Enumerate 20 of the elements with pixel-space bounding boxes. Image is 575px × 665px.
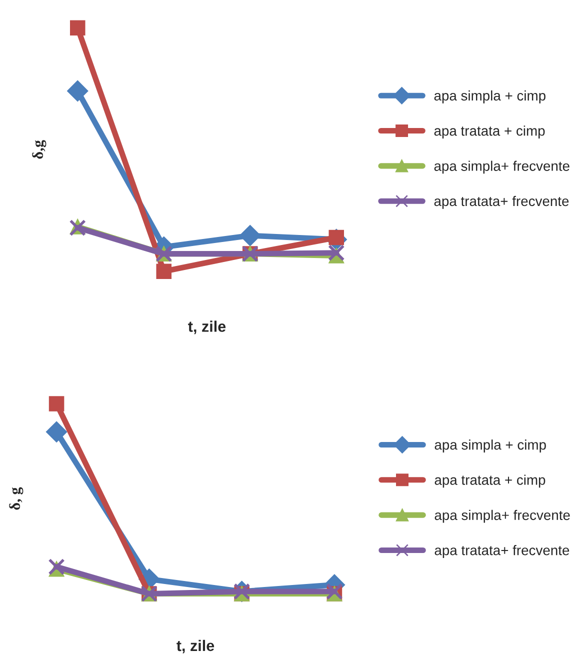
point [67, 80, 88, 102]
x-axis-title: t, zile [188, 320, 226, 334]
point [156, 264, 172, 279]
point [48, 396, 64, 412]
legend-label: apa simpla + cimp [434, 440, 546, 452]
point [70, 20, 86, 36]
point [240, 225, 261, 246]
legend-label: apa tratata+ frecvente [434, 545, 570, 558]
legend-label: apa tratata+ frecvente [434, 196, 569, 209]
legend-label: apa tratata + cimp [434, 474, 546, 488]
legend-label: apa tratata + cimp [434, 126, 545, 139]
point [46, 421, 68, 442]
legend-label: apa simpla + cimp [434, 90, 546, 104]
y-axis-title: δ,g [32, 140, 46, 159]
legend-label: apa simpla+ frecvente [434, 510, 570, 523]
point [328, 244, 345, 262]
y-axis-title: δ, g [9, 487, 24, 510]
legend-label: apa simpla+ frecvente [434, 160, 570, 174]
point [48, 558, 65, 576]
x-axis-title: t, zile [176, 640, 214, 654]
